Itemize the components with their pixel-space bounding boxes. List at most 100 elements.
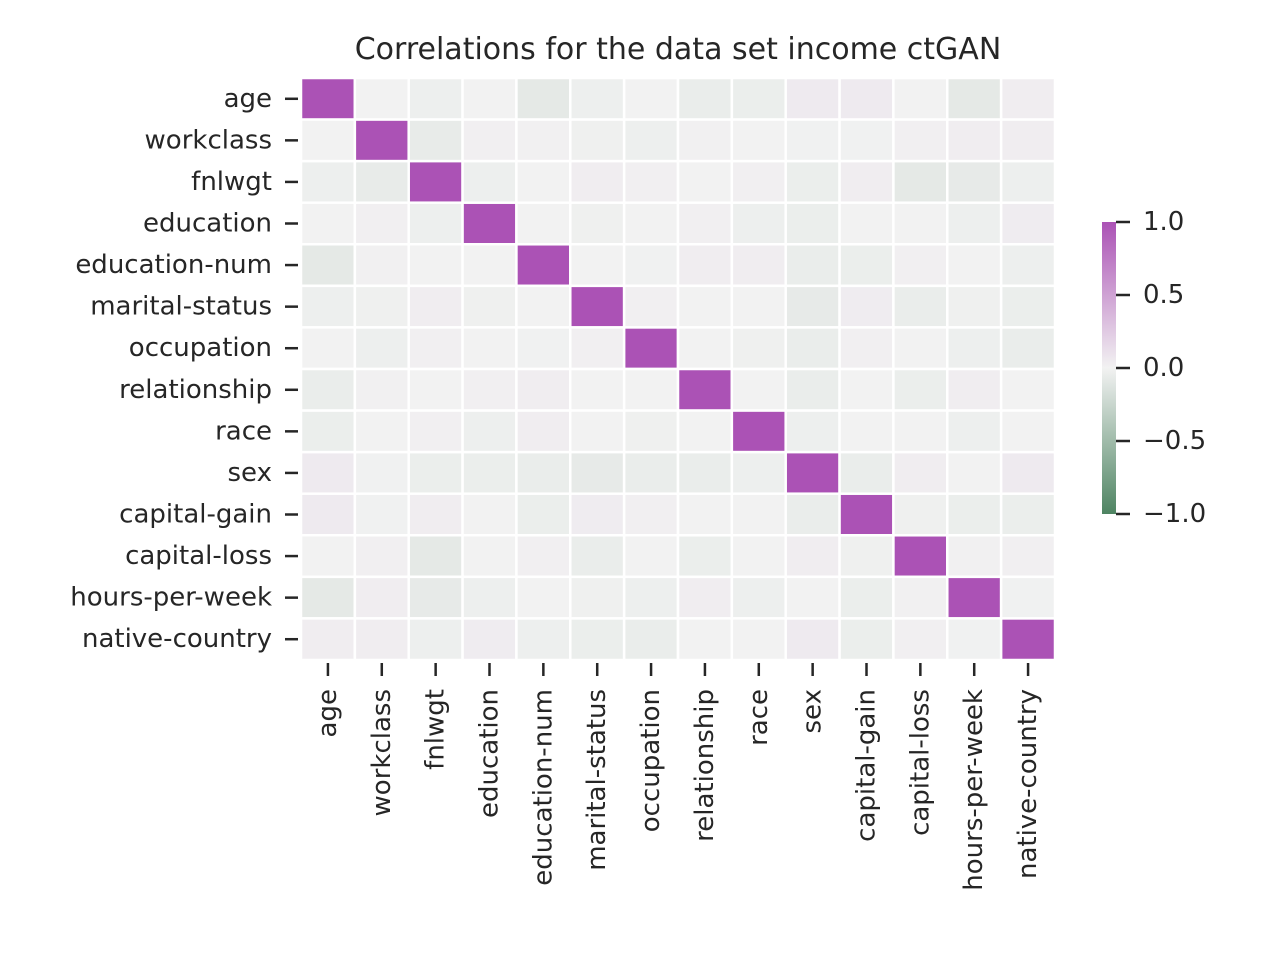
heatmap-cell	[784, 367, 841, 412]
heatmap-cell	[784, 76, 841, 121]
heatmap-cell	[353, 76, 410, 121]
heatmap-cell	[999, 243, 1057, 288]
heatmap-cell	[515, 118, 572, 163]
heatmap-cell	[622, 492, 680, 537]
heatmap-cell	[999, 575, 1057, 620]
heatmap-cell	[838, 284, 895, 329]
heatmap-cell	[784, 492, 841, 537]
heatmap-cell	[569, 367, 626, 412]
heatmap-cell	[407, 575, 464, 620]
heatmap-cell	[569, 243, 626, 288]
heatmap-cell	[461, 534, 518, 579]
heatmap-cell	[299, 76, 357, 121]
heatmap-cell	[838, 534, 895, 579]
heatmap-cell	[784, 118, 841, 163]
heatmap-cell	[515, 284, 572, 329]
heatmap-cell	[676, 450, 734, 495]
heatmap-cell	[892, 575, 949, 620]
heatmap-cell	[730, 326, 787, 371]
y-tick-label: education	[143, 209, 272, 239]
x-tick-label: workclass	[367, 689, 397, 816]
heatmap-cell	[838, 326, 895, 371]
heatmap-cell	[838, 76, 895, 121]
heatmap-cell	[299, 367, 357, 412]
heatmap-cells	[299, 76, 1057, 662]
heatmap-cell	[946, 118, 1003, 163]
heatmap-cell	[676, 284, 734, 329]
heatmap-cell	[622, 409, 680, 454]
heatmap-cell	[946, 326, 1003, 371]
heatmap-cell	[407, 409, 464, 454]
heatmap-cell	[676, 575, 734, 620]
heatmap-cell	[461, 201, 518, 246]
heatmap-cell	[892, 617, 949, 662]
heatmap-cell	[784, 284, 841, 329]
heatmap-cell	[353, 201, 410, 246]
heatmap-cell	[892, 409, 949, 454]
heatmap-cell	[622, 326, 680, 371]
y-tick-label: age	[224, 84, 272, 114]
heatmap-cell	[946, 450, 1003, 495]
colorbar-tick-label: −1.0	[1143, 499, 1206, 529]
heatmap-cell	[838, 409, 895, 454]
heatmap-cell	[838, 450, 895, 495]
heatmap-cell	[622, 76, 680, 121]
heatmap-cell	[730, 617, 787, 662]
y-tick-label: race	[215, 416, 272, 446]
heatmap-cell	[299, 450, 357, 495]
heatmap-cell	[892, 534, 949, 579]
heatmap-cell	[946, 367, 1003, 412]
heatmap-cell	[299, 326, 357, 371]
heatmap-cell	[784, 575, 841, 620]
heatmap-cell	[569, 326, 626, 371]
heatmap-cell	[730, 492, 787, 537]
heatmap-cell	[838, 201, 895, 246]
x-tick-label: relationship	[690, 689, 720, 842]
heatmap-cell	[461, 492, 518, 537]
heatmap-cell	[515, 575, 572, 620]
heatmap-cell	[299, 243, 357, 288]
heatmap-cell	[892, 450, 949, 495]
heatmap-cell	[946, 534, 1003, 579]
heatmap-cell	[999, 326, 1057, 371]
heatmap-cell	[730, 575, 787, 620]
heatmap-cell	[569, 534, 626, 579]
heatmap-cell	[353, 367, 410, 412]
heatmap-cell	[622, 243, 680, 288]
heatmap-cell	[892, 243, 949, 288]
heatmap-cell	[461, 118, 518, 163]
heatmap-cell	[515, 243, 572, 288]
colorbar-ticks: 1.0 0.5 0.0 −0.5 −1.0	[1116, 207, 1206, 529]
heatmap-cell	[569, 575, 626, 620]
heatmap-cell	[784, 409, 841, 454]
x-tick-label: occupation	[636, 689, 666, 832]
heatmap-cell	[515, 326, 572, 371]
heatmap-cell	[299, 118, 357, 163]
x-tick-label: capital-gain	[852, 689, 882, 842]
heatmap-cell	[461, 243, 518, 288]
heatmap-cell	[838, 492, 895, 537]
heatmap-cell	[461, 409, 518, 454]
heatmap-cell	[730, 76, 787, 121]
heatmap-cell	[461, 284, 518, 329]
x-tick-label: education-num	[528, 689, 558, 886]
x-tick-label: sex	[798, 689, 828, 733]
x-tick-label: age	[313, 689, 343, 737]
heatmap-cell	[353, 575, 410, 620]
heatmap-cell	[730, 450, 787, 495]
y-tick-label: marital-status	[90, 292, 272, 322]
heatmap-cell	[461, 367, 518, 412]
heatmap-cell	[999, 367, 1057, 412]
heatmap-cell	[407, 450, 464, 495]
heatmap-cell	[569, 118, 626, 163]
heatmap-cell	[407, 284, 464, 329]
heatmap-cell	[676, 159, 734, 204]
heatmap-cell	[730, 367, 787, 412]
heatmap-cell	[407, 118, 464, 163]
heatmap-cell	[838, 159, 895, 204]
heatmap-cell	[461, 575, 518, 620]
heatmap-cell	[353, 492, 410, 537]
heatmap-cell	[622, 534, 680, 579]
heatmap-cell	[676, 492, 734, 537]
